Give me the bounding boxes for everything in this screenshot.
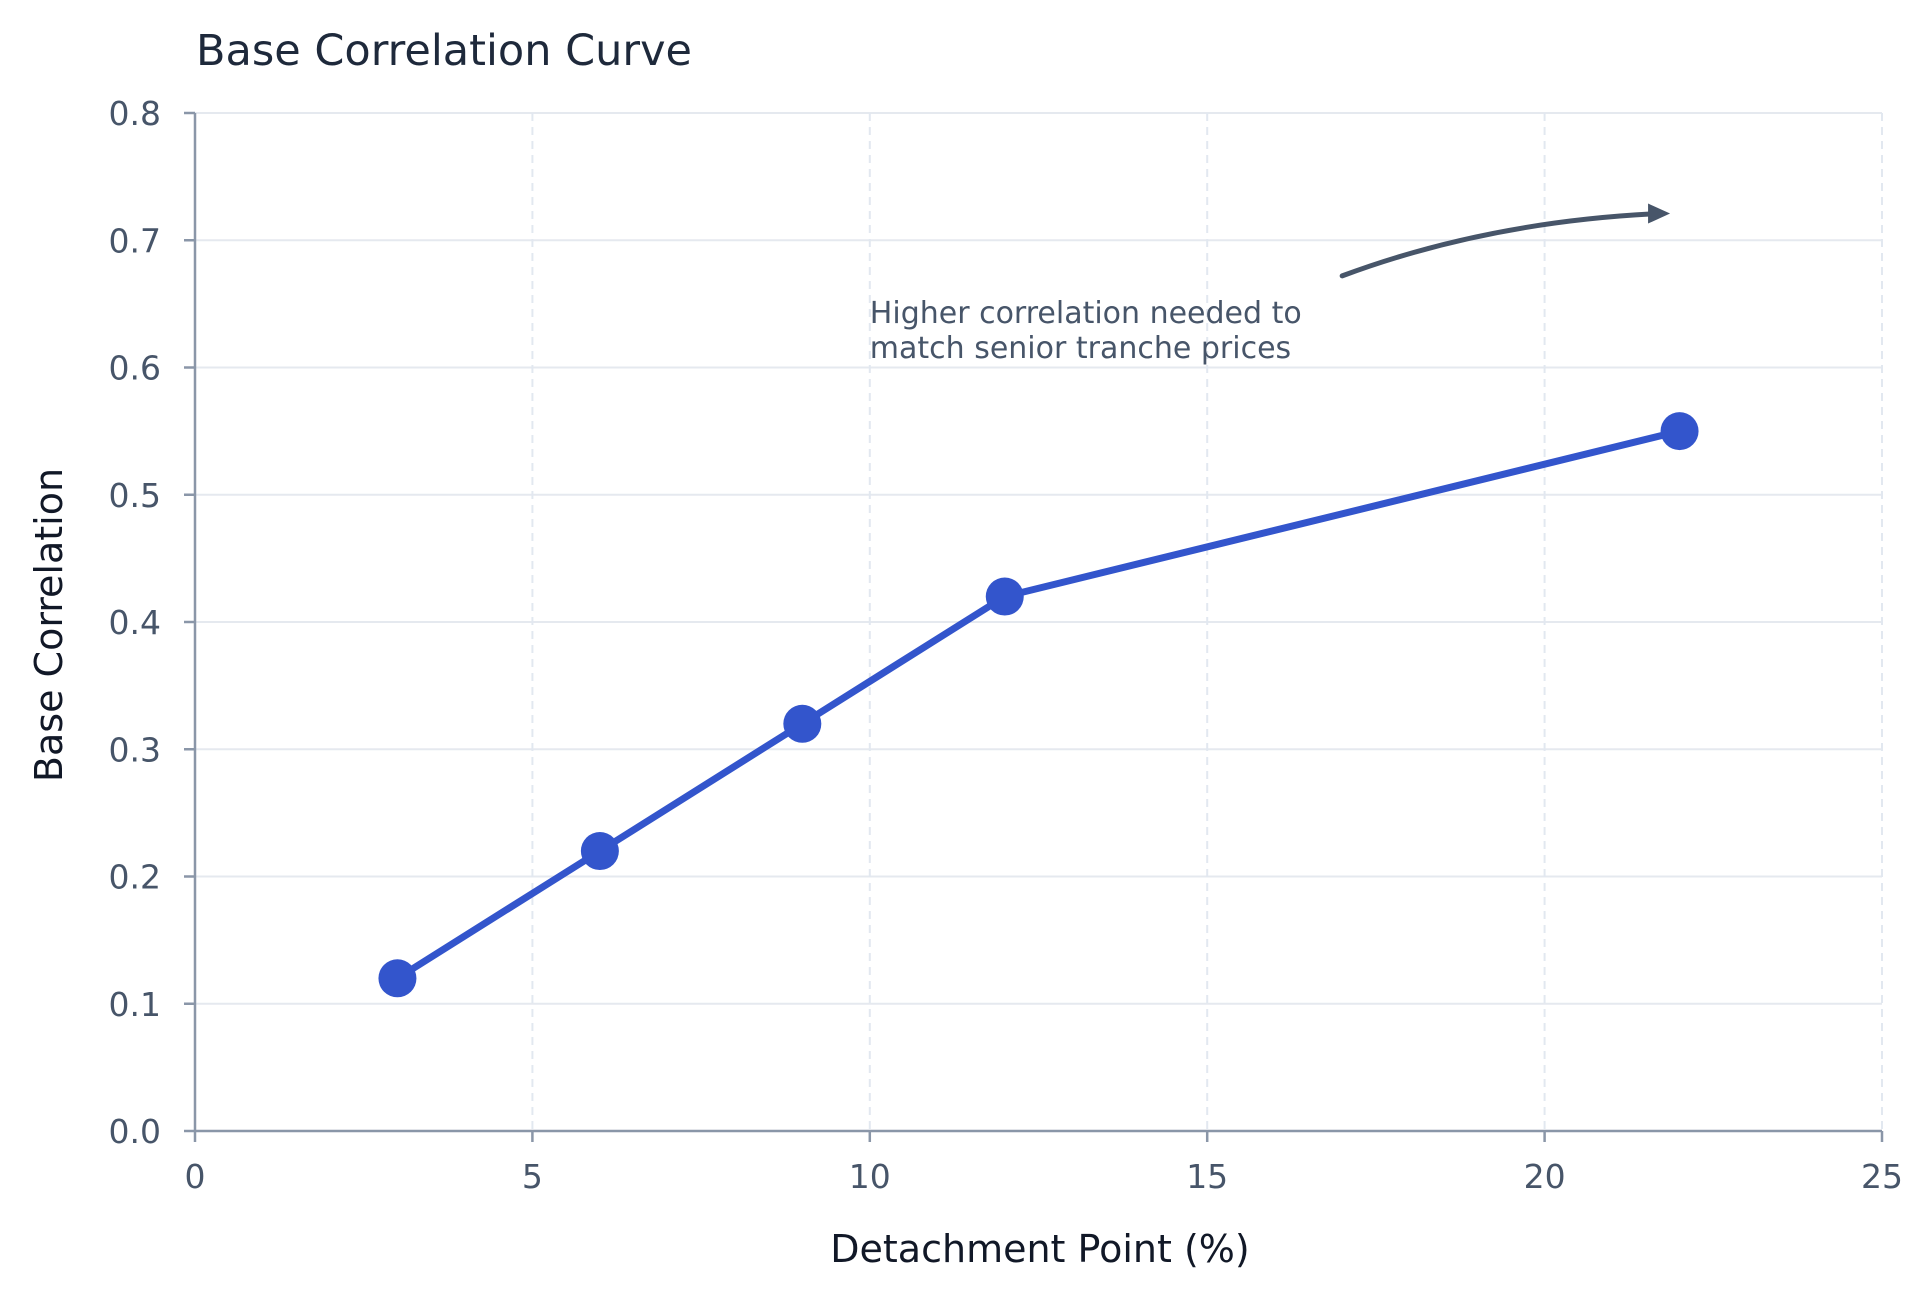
- data-point: [1660, 412, 1699, 451]
- y-tick-label: 0.3: [109, 730, 161, 769]
- y-tick-label: 0.1: [109, 985, 161, 1024]
- chart-title: Base Correlation Curve: [196, 26, 692, 76]
- data-point: [985, 577, 1024, 616]
- x-tick-label: 5: [522, 1157, 543, 1196]
- axes: 0.0 0.1 0.2 0.3 0.4 0.5 0.6 0.7 0.8 0 5 10 15 20 25: [109, 94, 1903, 1196]
- y-tick-label: 0.6: [109, 349, 161, 388]
- grid: [195, 112, 1883, 1131]
- y-tick-label: 0.0: [109, 1112, 161, 1151]
- y-tick-label: 0.4: [109, 603, 161, 642]
- y-tick-label: 0.7: [109, 221, 161, 260]
- y-tick-label: 0.5: [109, 476, 161, 515]
- x-tick-label: 20: [1524, 1157, 1566, 1196]
- x-tick-label: 25: [1861, 1157, 1903, 1196]
- y-axis-label: Base Correlation: [27, 468, 71, 782]
- data-point: [378, 959, 417, 998]
- annotation-text: match senior tranche prices: [870, 331, 1291, 366]
- x-axis-label: Detachment Point (%): [830, 1227, 1249, 1271]
- x-tick-label: 15: [1186, 1157, 1228, 1196]
- y-tick-label: 0.8: [109, 94, 161, 133]
- x-tick-label: 10: [849, 1157, 891, 1196]
- series-line: [393, 427, 1684, 982]
- data-point: [580, 832, 619, 871]
- annotation-arrow: [1339, 211, 1663, 279]
- data-point: [783, 704, 822, 743]
- x-tick-label: 0: [185, 1157, 206, 1196]
- annotation-arrowhead: [1648, 203, 1671, 224]
- y-tick-label: 0.2: [109, 858, 161, 897]
- series-layer: [378, 412, 1699, 998]
- annotation-text: Higher correlation needed to: [870, 296, 1302, 331]
